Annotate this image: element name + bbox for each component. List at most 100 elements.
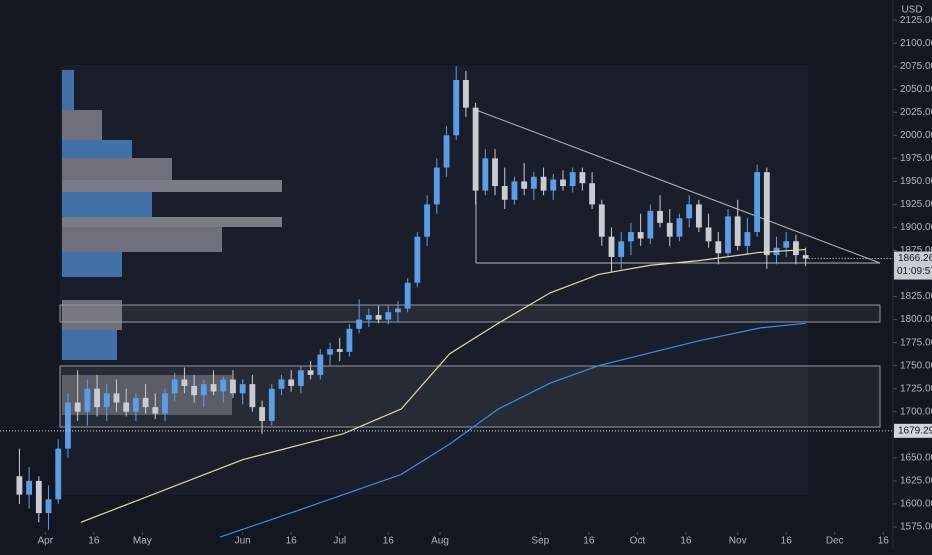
candle-body (763, 172, 770, 256)
y-tick-label: 1825.00 (900, 291, 932, 302)
candle-body (744, 232, 751, 246)
candle-body (162, 393, 168, 414)
x-tick-label: Dec (826, 536, 844, 547)
candle-body (74, 402, 81, 412)
candle-body (482, 158, 489, 191)
profile-bar (62, 158, 172, 183)
candle-body (220, 379, 227, 392)
y-tick-label: 2100.00 (900, 38, 932, 49)
x-tick-label: 16 (88, 536, 100, 547)
candle-body (239, 384, 246, 394)
currency-label: USD (901, 5, 922, 16)
profile-bar (62, 110, 102, 140)
candle-body (16, 476, 23, 495)
candle-body (385, 312, 392, 320)
candle-body (608, 236, 615, 257)
x-tick-label: 16 (680, 536, 692, 547)
candle-body (433, 167, 440, 205)
candle-body (705, 227, 712, 242)
profile-bar (62, 70, 74, 110)
candle-body (317, 354, 324, 375)
y-tick-label: 1650.00 (900, 452, 932, 463)
level-label-box (894, 423, 932, 438)
x-tick-label: Jul (333, 536, 346, 547)
candle-body (404, 282, 411, 309)
candle-body (754, 172, 761, 233)
candle-body (171, 379, 178, 394)
profile-bar (62, 227, 222, 252)
candle-body (628, 232, 634, 242)
zone-box (59, 365, 881, 428)
profile-bar (62, 192, 152, 217)
candle-body (637, 232, 644, 239)
candle-body (268, 388, 275, 421)
moving-average (80, 248, 806, 523)
candle-body (734, 216, 741, 246)
candle-body (492, 158, 498, 186)
candle-body (152, 407, 159, 414)
candle-body (453, 80, 460, 136)
trend-line (475, 109, 881, 264)
level-label: 1679.29 (898, 425, 932, 436)
candle-body (802, 255, 809, 259)
y-tick-label: 2125.00 (900, 15, 932, 26)
candle-body (686, 204, 693, 219)
y-tick-label: 1600.00 (900, 499, 932, 510)
candle-body (598, 204, 605, 237)
y-tick-label: 1725.00 (900, 383, 932, 394)
y-tick-label: 1875.00 (900, 245, 932, 256)
candle-body (579, 172, 586, 184)
candle-body (414, 236, 421, 283)
candle-body (521, 181, 528, 189)
candle-body (618, 241, 625, 257)
candle-body (443, 135, 450, 168)
candle-body (55, 448, 62, 500)
candle-body (35, 480, 42, 514)
candle-body (113, 393, 120, 403)
candle-body (26, 480, 33, 495)
x-tick-label: Sep (531, 536, 549, 547)
candle-body (657, 210, 663, 223)
moving-average (219, 322, 806, 538)
profile-bar (62, 252, 122, 277)
y-tick-label: 1950.00 (900, 176, 932, 187)
candle-body (142, 397, 149, 408)
y-tick-label: 2075.00 (900, 61, 932, 72)
candle-body (424, 204, 430, 237)
candle-body (676, 218, 683, 237)
candle-body (288, 379, 295, 386)
y-tick-label: 1750.00 (900, 360, 932, 371)
x-tick-label: 16 (286, 536, 298, 547)
x-tick-label: Nov (729, 536, 747, 547)
y-tick-label: 1975.00 (900, 153, 932, 164)
y-tick-label: 1900.00 (900, 222, 932, 233)
y-tick-label: 1575.00 (900, 522, 932, 533)
candle-body (395, 308, 401, 313)
candle-body (84, 388, 91, 412)
y-tick-label: 2050.00 (900, 84, 932, 95)
candle-body (550, 179, 557, 191)
candle-body (259, 407, 265, 421)
candle-body (210, 384, 217, 392)
y-tick-label: 2025.00 (900, 107, 932, 118)
candle-body (530, 176, 537, 189)
candle-body (65, 402, 71, 449)
candle-body (793, 241, 799, 256)
y-tick-label: 1775.00 (900, 337, 932, 348)
candle-body (666, 222, 673, 237)
x-tick-label: May (133, 536, 152, 547)
candle-body (365, 314, 372, 320)
candle-body (472, 107, 479, 191)
range-shading (60, 65, 808, 495)
candle-body (336, 349, 343, 352)
candle-body (278, 379, 285, 389)
candle-body (540, 176, 547, 191)
x-tick-label: 16 (878, 536, 890, 547)
candle-body (307, 370, 314, 375)
candle-body (297, 370, 304, 386)
candle-body (94, 388, 100, 408)
candle-body (375, 314, 382, 320)
y-tick-label: 2000.00 (900, 130, 932, 141)
candle-body (103, 393, 110, 408)
